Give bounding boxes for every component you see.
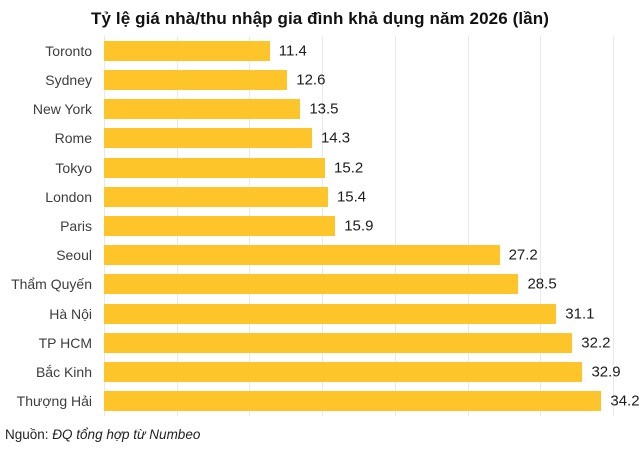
category-label: TP HCM [38, 334, 92, 351]
bar [104, 245, 500, 266]
bar-track: 32.2 [104, 332, 613, 353]
chart-row: Thượng Hải 34.2 [0, 387, 640, 416]
bar-track: 27.2 [104, 245, 613, 266]
chart-row: New York 13.5 [0, 94, 640, 123]
bar [104, 69, 288, 90]
source-text: ĐQ tổng hợp từ Numbeo [52, 427, 201, 442]
source-prefix: Nguồn: [5, 427, 53, 442]
bar-track: 28.5 [104, 274, 613, 295]
category-label: New York [32, 101, 92, 118]
bar-track: 13.5 [104, 99, 613, 120]
chart-rows: Toronto 11.4 Sydney 12.6 New York 13.5 Rome 14.… [0, 36, 640, 416]
bar [104, 391, 602, 412]
value-label: 14.3 [320, 129, 351, 147]
category-label: Tokyo [55, 159, 92, 176]
bar [104, 40, 270, 61]
value-label: 28.5 [527, 275, 557, 293]
bar [104, 303, 557, 324]
value-label: 32.9 [591, 363, 621, 381]
value-label: 34.2 [610, 392, 640, 410]
category-label: Seoul [56, 247, 92, 264]
value-label: 27.2 [508, 246, 538, 264]
value-label: 11.4 [278, 42, 307, 60]
source-note: Nguồn: ĐQ tổng hợp từ Numbeo [5, 427, 640, 442]
chart-row: Sydney 12.6 [0, 65, 640, 94]
bar [104, 186, 328, 207]
bar-track: 34.2 [104, 391, 640, 412]
bar-track: 14.3 [104, 128, 613, 149]
category-label: Bắc Kinh [35, 364, 92, 381]
chart-row: Tokyo 15.2 [0, 153, 640, 182]
chart-row: London 15.4 [0, 182, 640, 211]
chart-row: Bắc Kinh 32.9 [0, 358, 640, 387]
chart-row: Hà Nội 31.1 [0, 299, 640, 328]
gridline [613, 36, 614, 416]
bar [104, 157, 326, 178]
gridline [394, 36, 396, 416]
bar [104, 362, 583, 383]
chart-row: Rome 14.3 [0, 124, 640, 153]
bar-track: 15.4 [104, 186, 613, 207]
bar-track: 15.2 [104, 157, 613, 178]
category-label: London [45, 188, 92, 205]
chart-row: TP HCM 32.2 [0, 328, 640, 357]
bar-track: 15.9 [104, 216, 613, 237]
value-label: 15.9 [344, 217, 374, 235]
bar-track: 31.1 [104, 303, 613, 324]
bar [104, 99, 301, 120]
gridline [467, 36, 469, 416]
value-label: 32.2 [581, 334, 611, 352]
value-label: 15.2 [334, 159, 364, 177]
bar-track: 11.4 [104, 40, 613, 61]
value-label: 31.1 [565, 305, 595, 323]
chart-row: Paris 15.9 [0, 211, 640, 240]
category-label: Rome [54, 130, 92, 147]
gridline [540, 36, 542, 416]
category-label: Toronto [45, 42, 92, 59]
bar [104, 274, 519, 295]
value-label: 13.5 [309, 100, 339, 118]
chart-title: Tỷ lệ giá nhà/thu nhập gia đình khả dụng… [91, 9, 549, 28]
chart-row: Thẩm Quyến 28.5 [0, 270, 640, 299]
category-label: Thượng Hải [16, 393, 92, 410]
value-label: 12.6 [296, 71, 326, 89]
category-label: Sydney [45, 71, 92, 88]
value-label: 15.4 [336, 188, 367, 206]
category-label: Paris [60, 218, 92, 235]
chart-row: Seoul 27.2 [0, 241, 640, 270]
bar-track: 32.9 [104, 362, 621, 383]
bar-track: 12.6 [104, 69, 613, 90]
bar [104, 332, 573, 353]
bar-chart: Toronto 11.4 Sydney 12.6 New York 13.5 Rome 14.… [0, 36, 640, 416]
bar [104, 128, 312, 149]
category-label: Hà Nội [49, 305, 92, 322]
category-label: Thẩm Quyến [11, 276, 92, 293]
bar [104, 216, 336, 237]
chart-row: Toronto 11.4 [0, 36, 640, 65]
